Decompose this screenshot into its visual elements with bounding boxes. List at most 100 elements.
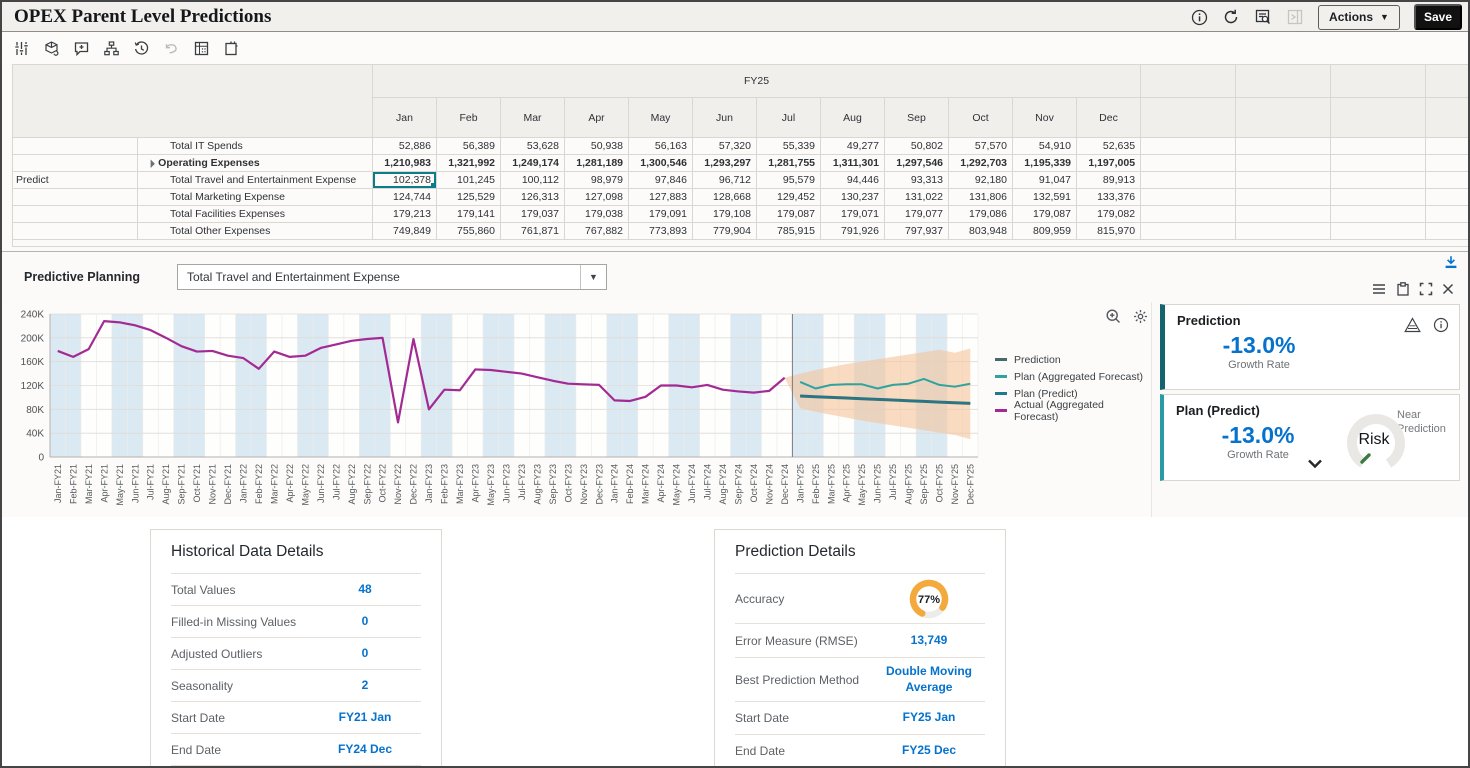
hierarchy-icon[interactable] (102, 39, 120, 57)
empty-cell[interactable] (1330, 154, 1427, 172)
data-cell[interactable]: 52,886 (372, 137, 437, 155)
measure-dropdown[interactable]: Total Travel and Entertainment Expense ▼ (177, 264, 607, 290)
data-cell[interactable]: 124,744 (372, 188, 437, 206)
data-cell[interactable]: 179,086 (948, 205, 1013, 223)
menu-icon[interactable] (1370, 280, 1388, 298)
data-cell[interactable]: 1,210,983 (372, 154, 437, 172)
empty-cell[interactable] (1235, 188, 1332, 206)
data-cell[interactable]: 815,970 (1075, 222, 1142, 240)
data-cell[interactable]: 1,297,546 (884, 154, 949, 172)
refresh-icon[interactable] (1222, 8, 1240, 26)
data-cell[interactable]: 128,668 (692, 188, 757, 206)
data-cell[interactable]: 1,293,297 (692, 154, 757, 172)
data-cell[interactable]: 755,860 (436, 222, 501, 240)
data-cell[interactable]: 179,082 (1075, 205, 1142, 223)
data-cell[interactable]: 100,112 (500, 171, 565, 189)
data-cell[interactable]: 1,300,546 (628, 154, 693, 172)
gear-icon[interactable] (1132, 308, 1149, 330)
empty-cell[interactable] (1140, 137, 1237, 155)
predictive-chart[interactable]: 0 40K 80K 120K 160K 200K 240K Jan-FY21 Feb-FY21 M… (10, 305, 1150, 515)
data-cell[interactable]: 131,806 (948, 188, 1013, 206)
add-comment-icon[interactable] (72, 39, 90, 57)
empty-cell[interactable] (1235, 205, 1332, 223)
history-icon[interactable] (132, 39, 150, 57)
data-cell[interactable]: 1,292,703 (948, 154, 1013, 172)
data-cell[interactable]: 101,245 (436, 171, 501, 189)
data-cell[interactable]: 1,249,174 (500, 154, 565, 172)
data-cell[interactable]: 133,376 (1075, 188, 1142, 206)
data-cell[interactable]: 1,321,992 (436, 154, 501, 172)
data-cell[interactable]: 50,938 (564, 137, 629, 155)
data-cell[interactable]: 97,846 (628, 171, 693, 189)
data-cell[interactable]: 57,570 (948, 137, 1013, 155)
data-cell[interactable]: 179,071 (820, 205, 885, 223)
empty-cell[interactable] (1425, 222, 1468, 240)
empty-cell[interactable] (1140, 205, 1237, 223)
data-cell[interactable]: 179,087 (1012, 205, 1077, 223)
data-cell[interactable]: 179,091 (628, 205, 693, 223)
data-cell[interactable]: 1,311,301 (820, 154, 885, 172)
empty-cell[interactable] (1140, 188, 1237, 206)
data-cell[interactable]: 179,087 (756, 205, 821, 223)
empty-cell[interactable] (1425, 171, 1468, 189)
data-cell[interactable]: 179,038 (564, 205, 629, 223)
data-cell[interactable]: 94,446 (820, 171, 885, 189)
open-window-icon[interactable] (222, 39, 240, 57)
data-cell[interactable]: 126,313 (500, 188, 565, 206)
data-cell[interactable]: 179,077 (884, 205, 949, 223)
data-cell[interactable]: 52,635 (1075, 137, 1142, 155)
empty-cell[interactable] (1140, 171, 1237, 189)
data-cell[interactable]: 132,591 (1012, 188, 1077, 206)
filter-sliders-icon[interactable] (12, 39, 30, 57)
selected-cell[interactable]: 102,378 (372, 171, 437, 189)
data-cell[interactable]: 179,037 (500, 205, 565, 223)
paste-icon[interactable] (1394, 280, 1412, 298)
data-cell[interactable]: 50,802 (884, 137, 949, 155)
data-cell[interactable]: 179,141 (436, 205, 501, 223)
row-member-name[interactable]: Total Other Expenses (137, 222, 373, 240)
close-icon[interactable] (1439, 280, 1457, 298)
cube-icon[interactable] (42, 39, 60, 57)
row-member-name[interactable]: Total IT Spends (137, 137, 373, 155)
info-icon[interactable] (1433, 317, 1449, 338)
data-cell[interactable]: 1,281,189 (564, 154, 629, 172)
data-cell[interactable]: 803,948 (948, 222, 1013, 240)
data-cell[interactable]: 53,628 (500, 137, 565, 155)
empty-cell[interactable] (1425, 188, 1468, 206)
row-member-name[interactable]: Total Marketing Expense (137, 188, 373, 206)
data-cell[interactable]: 55,339 (756, 137, 821, 155)
data-cell[interactable]: 179,108 (692, 205, 757, 223)
empty-cell[interactable] (1235, 154, 1332, 172)
data-cell[interactable]: 791,926 (820, 222, 885, 240)
data-cell[interactable]: 809,959 (1012, 222, 1077, 240)
data-cell[interactable]: 1,195,339 (1012, 154, 1077, 172)
save-button[interactable]: Save (1413, 4, 1462, 30)
data-cell[interactable]: 95,579 (756, 171, 821, 189)
empty-cell[interactable] (1425, 154, 1468, 172)
warning-icon[interactable] (1404, 317, 1421, 338)
row-member-name[interactable]: Total Facilities Expenses (137, 205, 373, 223)
data-cell[interactable]: 130,237 (820, 188, 885, 206)
row-member-name[interactable]: Total Travel and Entertainment Expense (137, 171, 373, 189)
data-cell[interactable]: 96,712 (692, 171, 757, 189)
data-cell[interactable]: 56,389 (436, 137, 501, 155)
data-cell[interactable]: 91,047 (1012, 171, 1077, 189)
data-cell[interactable]: 54,910 (1012, 137, 1077, 155)
empty-cell[interactable] (1330, 171, 1427, 189)
data-cell[interactable]: 92,180 (948, 171, 1013, 189)
data-cell[interactable]: 127,883 (628, 188, 693, 206)
empty-cell[interactable] (1235, 137, 1332, 155)
empty-cell[interactable] (1330, 222, 1427, 240)
grid-icon[interactable] (192, 39, 210, 57)
dock-bottom-icon[interactable] (1442, 254, 1460, 272)
data-cell[interactable]: 49,277 (820, 137, 885, 155)
data-cell[interactable]: 797,937 (884, 222, 949, 240)
data-cell[interactable]: 785,915 (756, 222, 821, 240)
data-cell[interactable]: 127,098 (564, 188, 629, 206)
data-cell[interactable]: 125,529 (436, 188, 501, 206)
empty-cell[interactable] (1330, 188, 1427, 206)
data-cell[interactable]: 779,904 (692, 222, 757, 240)
chevron-down-icon[interactable] (1307, 456, 1323, 474)
data-cell[interactable]: 767,882 (564, 222, 629, 240)
data-cell[interactable]: 749,849 (372, 222, 437, 240)
